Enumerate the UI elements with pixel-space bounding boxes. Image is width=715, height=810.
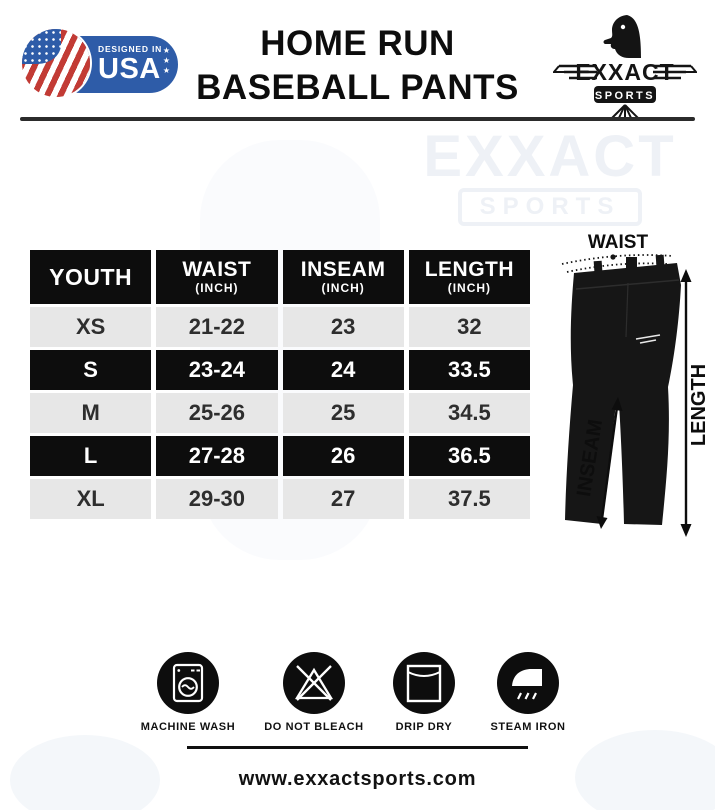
designed-in-label: DESIGNED IN bbox=[98, 43, 163, 54]
watermark-brand-text: EXXACT bbox=[423, 124, 677, 189]
value-cell: 25-26 bbox=[156, 393, 278, 433]
size-cell: L bbox=[30, 436, 152, 476]
size-cell: XL bbox=[30, 479, 152, 519]
size-table: YOUTH WAIST (INCH) INSEAM (INCH) LENGTH … bbox=[30, 250, 530, 519]
stars-icon: ★ ★ ★ bbox=[162, 46, 170, 75]
size-cell: XS bbox=[30, 307, 152, 347]
drip-dry-icon bbox=[406, 664, 442, 703]
designed-in-usa-badge: DESIGNED IN USA ★ ★ ★ bbox=[22, 27, 180, 101]
value-cell: 27-28 bbox=[156, 436, 278, 476]
col-header-inseam: INSEAM (INCH) bbox=[282, 250, 404, 304]
machine-wash-icon bbox=[172, 663, 204, 703]
value-cell: 24 bbox=[282, 350, 404, 390]
length-arrow bbox=[680, 269, 692, 537]
logo-tail-icon bbox=[610, 104, 640, 120]
care-instructions: MACHINE WASH DO NOT BLEACH DRIP DRY bbox=[0, 652, 715, 738]
care-label: STEAM IRON bbox=[490, 721, 566, 733]
value-cell: 34.5 bbox=[408, 393, 530, 433]
pants-diagram: WAIST LENGTH bbox=[561, 232, 710, 537]
steam-iron-icon bbox=[512, 669, 542, 700]
care-label: DO NOT BLEACH bbox=[264, 721, 364, 733]
pants-silhouette bbox=[565, 254, 681, 525]
col-header-waist: WAIST (INCH) bbox=[156, 250, 278, 304]
eagle-icon bbox=[603, 15, 641, 58]
col-header-length: LENGTH (INCH) bbox=[408, 250, 530, 304]
us-flag-icon bbox=[22, 29, 90, 97]
value-cell: 36.5 bbox=[408, 436, 530, 476]
value-cell: 29-30 bbox=[156, 479, 278, 519]
exxact-sports-logo: EXXACT SPORTS bbox=[553, 15, 697, 120]
size-cell: M bbox=[30, 393, 152, 433]
waist-dimension-label: WAIST bbox=[588, 232, 649, 253]
pants-logo-icon bbox=[635, 334, 661, 344]
value-cell: 37.5 bbox=[408, 479, 530, 519]
logo-sub-text: SPORTS bbox=[595, 90, 655, 102]
care-label: MACHINE WASH bbox=[140, 721, 236, 733]
care-label: DRIP DRY bbox=[395, 721, 453, 733]
col-header-youth: YOUTH bbox=[30, 250, 152, 304]
page-title: HOME RUN BASEBALL PANTS bbox=[0, 22, 715, 110]
care-item-steam-iron: STEAM IRON bbox=[462, 652, 594, 733]
title-line1: HOME RUN bbox=[260, 24, 455, 63]
size-cell: S bbox=[30, 350, 152, 390]
length-dimension-label: LENGTH bbox=[688, 364, 710, 446]
value-cell: 26 bbox=[282, 436, 404, 476]
value-cell: 33.5 bbox=[408, 350, 530, 390]
header-divider bbox=[20, 117, 695, 121]
care-item-do-not-bleach: DO NOT BLEACH bbox=[248, 652, 380, 733]
inseam-arrow bbox=[596, 397, 623, 529]
logo-wing-lines bbox=[553, 64, 697, 80]
care-item-machine-wash: MACHINE WASH bbox=[122, 652, 254, 733]
care-item-drip-dry: DRIP DRY bbox=[358, 652, 490, 733]
title-line2: BASEBALL PANTS bbox=[196, 68, 519, 107]
value-cell: 27 bbox=[282, 479, 404, 519]
value-cell: 21-22 bbox=[156, 307, 278, 347]
footer-divider bbox=[187, 746, 528, 749]
value-cell: 23 bbox=[282, 307, 404, 347]
value-cell: 23-24 bbox=[156, 350, 278, 390]
watermark-sub-text: SPORTS bbox=[457, 188, 643, 226]
do-not-bleach-icon bbox=[294, 665, 334, 701]
value-cell: 25 bbox=[282, 393, 404, 433]
value-cell: 32 bbox=[408, 307, 530, 347]
brand-watermark: EXXACT SPORTS bbox=[355, 128, 715, 226]
logo-brand-text: EXXACT bbox=[575, 59, 674, 85]
website-url[interactable]: www.exxactsports.com bbox=[238, 768, 477, 790]
usa-label: USA bbox=[98, 53, 161, 86]
